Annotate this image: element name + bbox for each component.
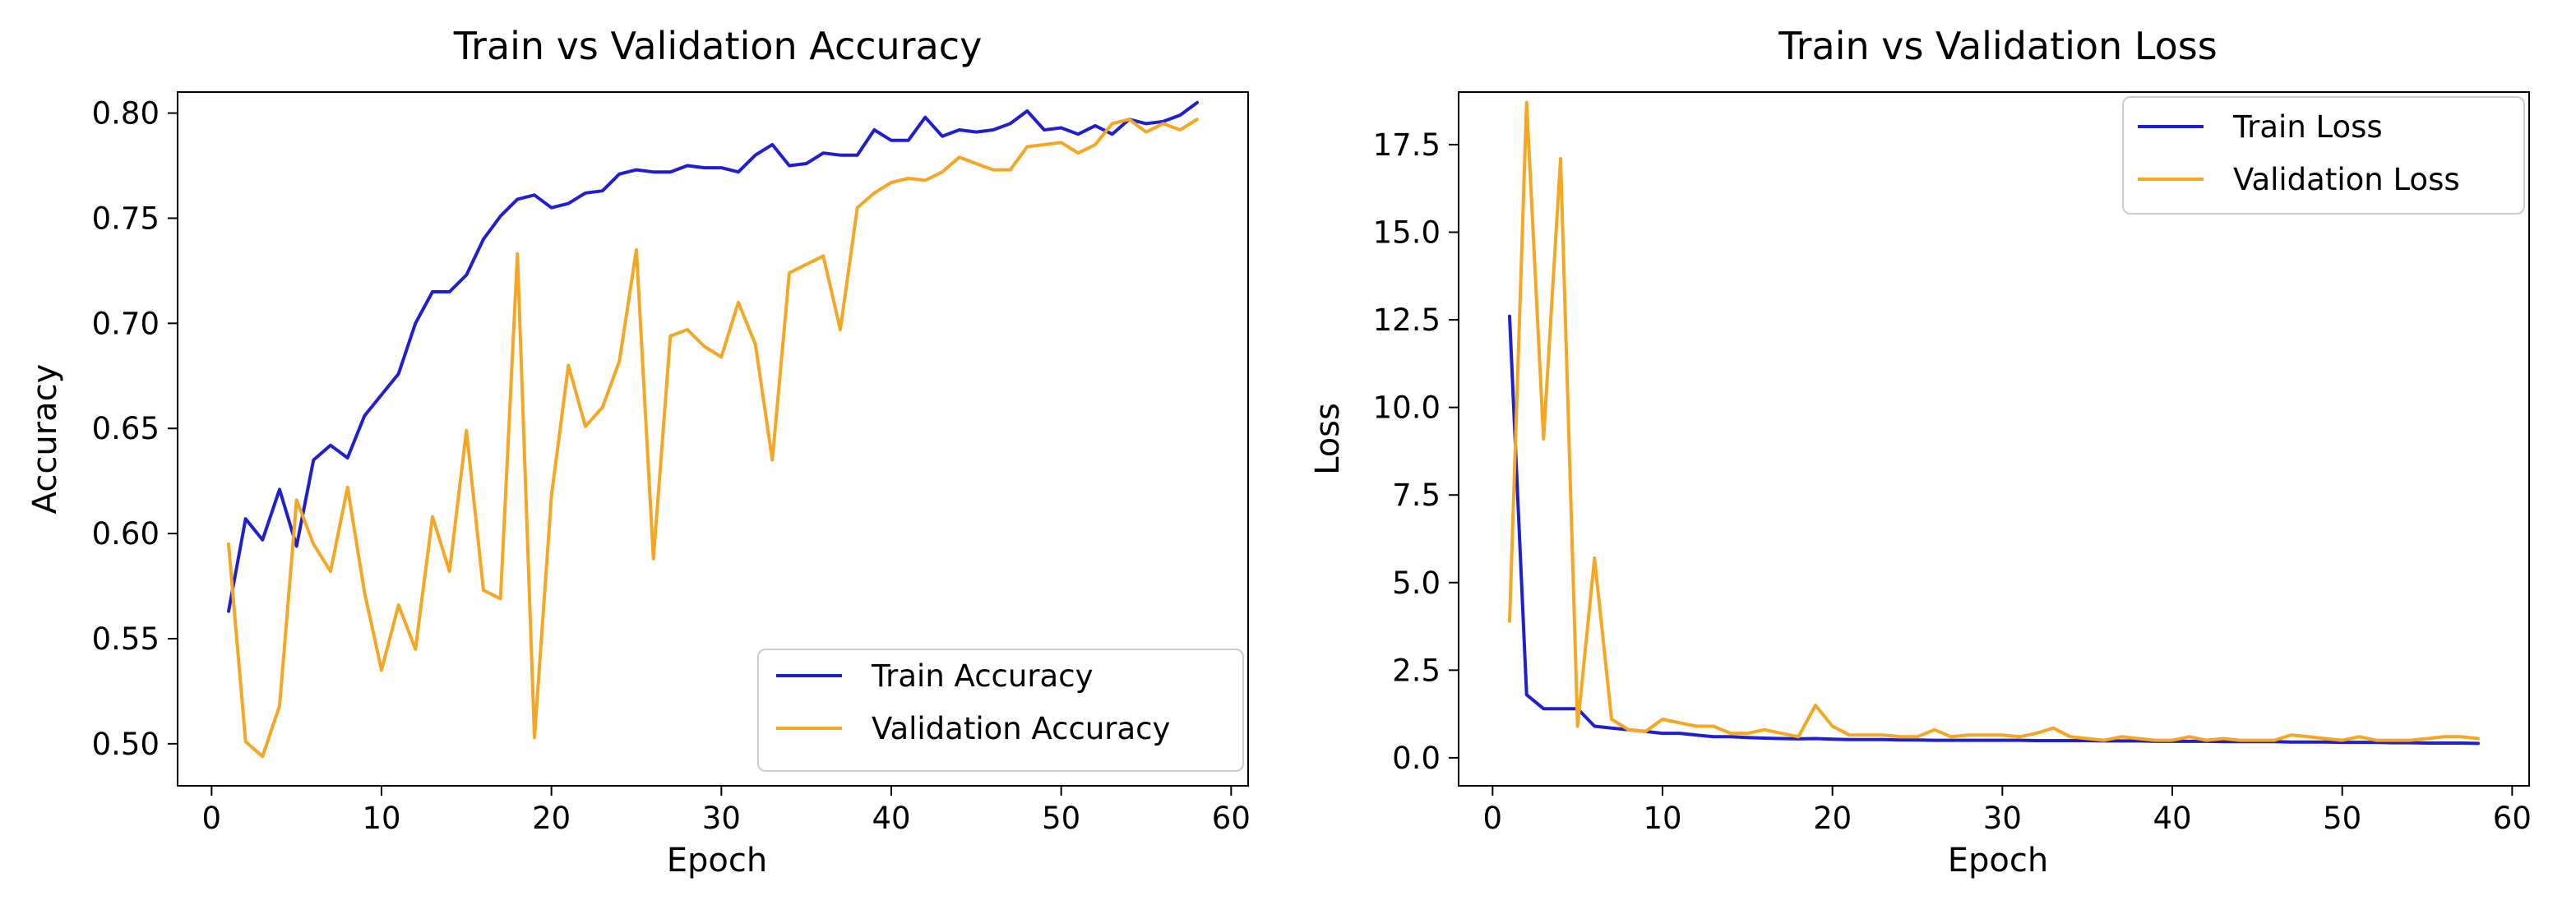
accuracy-axes-frame (177, 91, 1249, 787)
loss-y-tick-label: 5.0 (1392, 566, 1441, 601)
accuracy-y-ticks: 0.50 0.55 0.60 0.65 0.70 0.75 0.80 (92, 96, 178, 762)
legend-label-validation-loss: Validation Loss (2233, 162, 2460, 197)
accuracy-x-axis-label: Epoch (667, 842, 767, 880)
accuracy-chart: Train vs Validation Accuracy 0 10 20 30 40 50… (26, 24, 1251, 880)
loss-y-tick-label: 12.5 (1373, 302, 1441, 338)
accuracy-x-tick-label: 10 (362, 801, 400, 836)
loss-legend: Train Loss Validation Loss (2122, 96, 2525, 215)
loss-plot-area (1508, 100, 2480, 746)
accuracy-y-tick-label: 0.75 (92, 201, 160, 236)
loss-axes-frame (1458, 91, 2530, 787)
loss-y-tick-label: 2.5 (1392, 653, 1441, 688)
loss-chart: Train vs Validation Loss 0 10 20 30 40 50 60 0… (1309, 24, 2532, 880)
accuracy-y-tick-label: 0.60 (92, 516, 160, 552)
loss-y-tick-label: 17.5 (1373, 127, 1441, 163)
loss-x-tick-label: 20 (1813, 801, 1852, 836)
accuracy-plot-area (227, 100, 1199, 759)
accuracy-y-tick-label: 0.80 (92, 96, 160, 132)
series-line-train-accuracy (227, 100, 1199, 613)
legend-label-validation-accuracy: Validation Accuracy (872, 711, 1170, 746)
accuracy-y-tick-label: 0.70 (92, 306, 160, 341)
loss-y-axis-label: Loss (1309, 403, 1347, 475)
accuracy-y-tick-label: 0.50 (92, 727, 160, 762)
loss-x-tick-label: 0 (1483, 801, 1503, 836)
legend-label-train-loss: Train Loss (2232, 109, 2383, 145)
loss-x-tick-label: 40 (2153, 801, 2191, 836)
accuracy-x-tick-label: 60 (1212, 801, 1251, 836)
loss-y-tick-label: 7.5 (1392, 478, 1441, 513)
accuracy-x-ticks: 0 10 20 30 40 50 60 (202, 786, 1251, 836)
series-line-train-loss (1508, 314, 2480, 746)
loss-y-tick-label: 0.0 (1392, 741, 1441, 776)
loss-x-tick-label: 50 (2323, 801, 2361, 836)
loss-y-tick-label: 10.0 (1373, 390, 1441, 426)
loss-x-tick-label: 30 (1983, 801, 2022, 836)
accuracy-chart-title: Train vs Validation Accuracy (453, 24, 983, 68)
accuracy-x-tick-label: 20 (532, 801, 571, 836)
loss-x-tick-label: 10 (1643, 801, 1681, 836)
accuracy-y-axis-label: Accuracy (26, 364, 64, 515)
accuracy-x-tick-label: 50 (1042, 801, 1080, 836)
series-line-validation-loss (1508, 100, 2480, 742)
loss-legend-box (2122, 96, 2525, 215)
series-line-validation-accuracy (227, 118, 1199, 759)
loss-y-ticks: 0.0 2.5 5.0 7.5 10.0 12.5 15.0 17.5 (1373, 127, 1459, 776)
loss-x-ticks: 0 10 20 30 40 50 60 (1483, 786, 2532, 836)
loss-x-tick-label: 60 (2493, 801, 2532, 836)
loss-chart-title: Train vs Validation Loss (1778, 24, 2217, 68)
legend-label-train-accuracy: Train Accuracy (871, 658, 1093, 694)
loss-x-axis-label: Epoch (1948, 842, 2048, 880)
accuracy-y-tick-label: 0.55 (92, 621, 160, 657)
accuracy-x-tick-label: 30 (702, 801, 741, 836)
accuracy-y-tick-label: 0.65 (92, 411, 160, 446)
accuracy-legend-box (757, 649, 1244, 772)
accuracy-x-tick-label: 40 (872, 801, 910, 836)
accuracy-legend: Train Accuracy Validation Accuracy (757, 649, 1244, 772)
accuracy-x-tick-label: 0 (202, 801, 222, 836)
loss-y-tick-label: 15.0 (1373, 215, 1441, 251)
